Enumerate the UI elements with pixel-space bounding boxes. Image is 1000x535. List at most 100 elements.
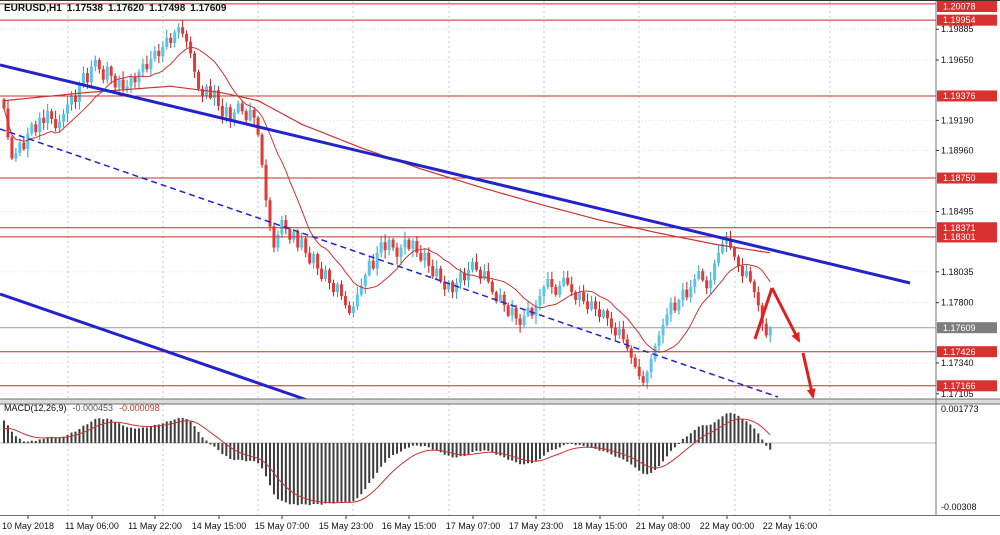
macd-histogram-bar <box>229 443 232 460</box>
price-axis-label: 1.18495 <box>941 206 974 216</box>
candle-body <box>34 124 38 133</box>
macd-histogram-bar <box>558 443 561 448</box>
candle-body <box>399 247 403 257</box>
macd-histogram-bar <box>217 443 220 451</box>
macd-histogram-bar <box>709 424 712 443</box>
macd-histogram-bar <box>272 443 275 495</box>
sr-price-box <box>937 172 997 184</box>
macd-histogram-bar <box>141 427 144 443</box>
macd-histogram-bar <box>364 443 367 490</box>
trendline-lower-channel[interactable] <box>0 292 311 403</box>
macd-histogram-bar <box>304 443 307 505</box>
macd-histogram-bar <box>566 443 569 445</box>
macd-histogram-bar <box>90 421 93 443</box>
sr-price-box-label: 1.18371 <box>943 223 976 233</box>
candle-body <box>30 124 34 134</box>
macd-histogram-bar <box>622 443 625 460</box>
macd-histogram-bar <box>658 443 661 467</box>
macd-histogram-bar <box>396 443 399 454</box>
macd-histogram-bar <box>447 443 450 456</box>
macd-histogram-bar <box>721 416 724 443</box>
macd-histogram-bar <box>205 440 208 443</box>
macd-histogram-bar <box>459 443 462 457</box>
candle-body <box>157 50 161 57</box>
macd-histogram-bar <box>122 425 125 443</box>
macd-histogram-bar <box>487 443 490 451</box>
macd-histogram-bar <box>697 426 700 443</box>
macd-histogram-bar <box>149 426 152 443</box>
macd-histogram-bar <box>316 443 319 505</box>
macd-histogram-bar <box>233 443 236 461</box>
sr-price-box-label: 1.18301 <box>943 232 976 242</box>
candle-body <box>212 90 216 99</box>
macd-histogram-bar <box>499 443 502 456</box>
fast-ma-line <box>3 46 771 353</box>
macd-histogram-bar <box>618 443 621 458</box>
candle-body <box>125 86 129 89</box>
forecast-arrow[interactable] <box>801 352 816 399</box>
macd-histogram-bar <box>654 443 657 470</box>
macd-histogram-bar <box>10 431 13 443</box>
candle-body <box>141 63 145 72</box>
macd-histogram-bar <box>66 434 69 443</box>
sr-price-box <box>937 1 997 12</box>
candle-body <box>387 239 391 251</box>
candle-body <box>459 272 463 283</box>
macd-histogram-bar <box>30 440 33 443</box>
time-axis-label: 15 May 23:00 <box>319 521 374 531</box>
forecast-arrow[interactable] <box>753 287 774 340</box>
candle-body <box>38 117 42 133</box>
candle-body <box>232 112 236 122</box>
trendline-main-downtrend[interactable] <box>0 63 911 285</box>
symbol-label: EURUSD,H1 <box>4 3 62 14</box>
macd-histogram-bar <box>741 419 744 443</box>
macd-histogram-bar <box>602 443 605 452</box>
candle-body <box>149 58 153 70</box>
candle-body <box>89 66 93 83</box>
candle-body <box>748 271 752 282</box>
macd-histogram-bar <box>296 443 299 506</box>
candle-body <box>288 229 292 240</box>
macd-histogram-bar <box>74 431 77 443</box>
candle-body <box>725 238 729 244</box>
macd-histogram-bar <box>261 443 264 469</box>
macd-histogram-bar <box>503 443 506 458</box>
candle-body <box>605 310 609 319</box>
macd-histogram-bar <box>6 425 9 443</box>
price-axis-label: 1.19885 <box>941 24 974 34</box>
macd-histogram-bar <box>717 419 720 443</box>
macd-histogram-bar <box>519 443 522 465</box>
price-axis-label: 1.17340 <box>941 358 974 368</box>
candle-body <box>93 60 97 67</box>
candle-body <box>2 99 6 109</box>
candle-body <box>343 296 347 306</box>
macd-histogram-bar <box>189 421 192 443</box>
trendline-dashed-downtrend[interactable] <box>0 128 779 398</box>
macd-histogram-bar <box>201 437 204 443</box>
macd-histogram-bar <box>685 436 688 443</box>
candle-body <box>502 294 506 306</box>
macd-histogram-bar <box>50 436 53 443</box>
macd-histogram-bar <box>344 443 347 503</box>
macd-histogram-bar <box>324 443 327 504</box>
candle-body <box>625 339 629 349</box>
candle-body <box>633 357 637 367</box>
candle-body <box>506 305 510 316</box>
candle-body <box>85 73 89 83</box>
macd-histogram-bar <box>284 443 287 503</box>
forecast-arrow[interactable] <box>770 287 801 343</box>
candle-body <box>550 279 554 287</box>
macd-histogram-bar <box>181 417 184 443</box>
macd-histogram-bar <box>320 443 323 505</box>
window-divider[interactable] <box>0 399 1000 404</box>
macd-histogram-bar <box>745 421 748 443</box>
candle-body <box>701 271 705 281</box>
price-axis-label: 1.19650 <box>941 55 974 65</box>
candle-body <box>328 269 332 283</box>
candle-body <box>240 103 244 112</box>
macd-histogram-bar <box>749 424 752 443</box>
candle-body <box>165 37 169 47</box>
macd-histogram-bar <box>197 431 200 443</box>
macd-histogram-bar <box>431 443 434 450</box>
